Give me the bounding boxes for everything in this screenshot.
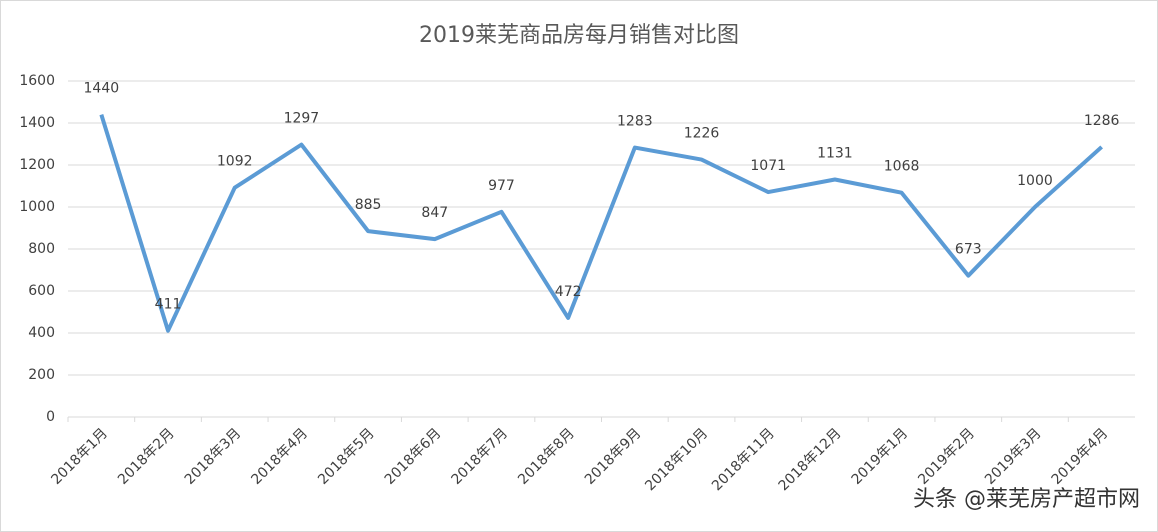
- y-tick-label: 600: [28, 283, 55, 299]
- data-label: 673: [955, 242, 982, 258]
- chart-title: 2019莱芜商品房每月销售对比图: [419, 23, 739, 48]
- data-label: 847: [421, 205, 448, 221]
- data-label: 1131: [817, 145, 853, 161]
- data-label: 1092: [217, 154, 253, 170]
- y-tick-label: 1000: [19, 199, 55, 215]
- y-tick-label: 1200: [19, 157, 55, 173]
- data-label: 1068: [884, 159, 920, 175]
- y-tick-label: 800: [28, 241, 55, 257]
- data-label: 885: [355, 197, 382, 213]
- y-tick-label: 200: [28, 367, 55, 383]
- y-tick-label: 1400: [19, 115, 55, 131]
- data-label: 1226: [684, 126, 720, 142]
- watermark: 头条 @莱芜房产超市网: [913, 487, 1140, 512]
- data-label: 1297: [284, 111, 320, 127]
- y-tick-label: 1600: [19, 73, 55, 89]
- y-tick-label: 400: [28, 325, 55, 341]
- data-label: 1440: [84, 81, 120, 97]
- data-label: 472: [555, 284, 582, 300]
- data-label: 411: [155, 297, 182, 313]
- data-label: 977: [488, 178, 515, 194]
- data-label: 1071: [750, 158, 786, 174]
- data-label: 1000: [1017, 173, 1053, 189]
- line-series: [99, 114, 1103, 333]
- y-tick-label: 0: [46, 409, 55, 425]
- data-label: 1286: [1084, 113, 1120, 129]
- data-label: 1283: [617, 114, 653, 130]
